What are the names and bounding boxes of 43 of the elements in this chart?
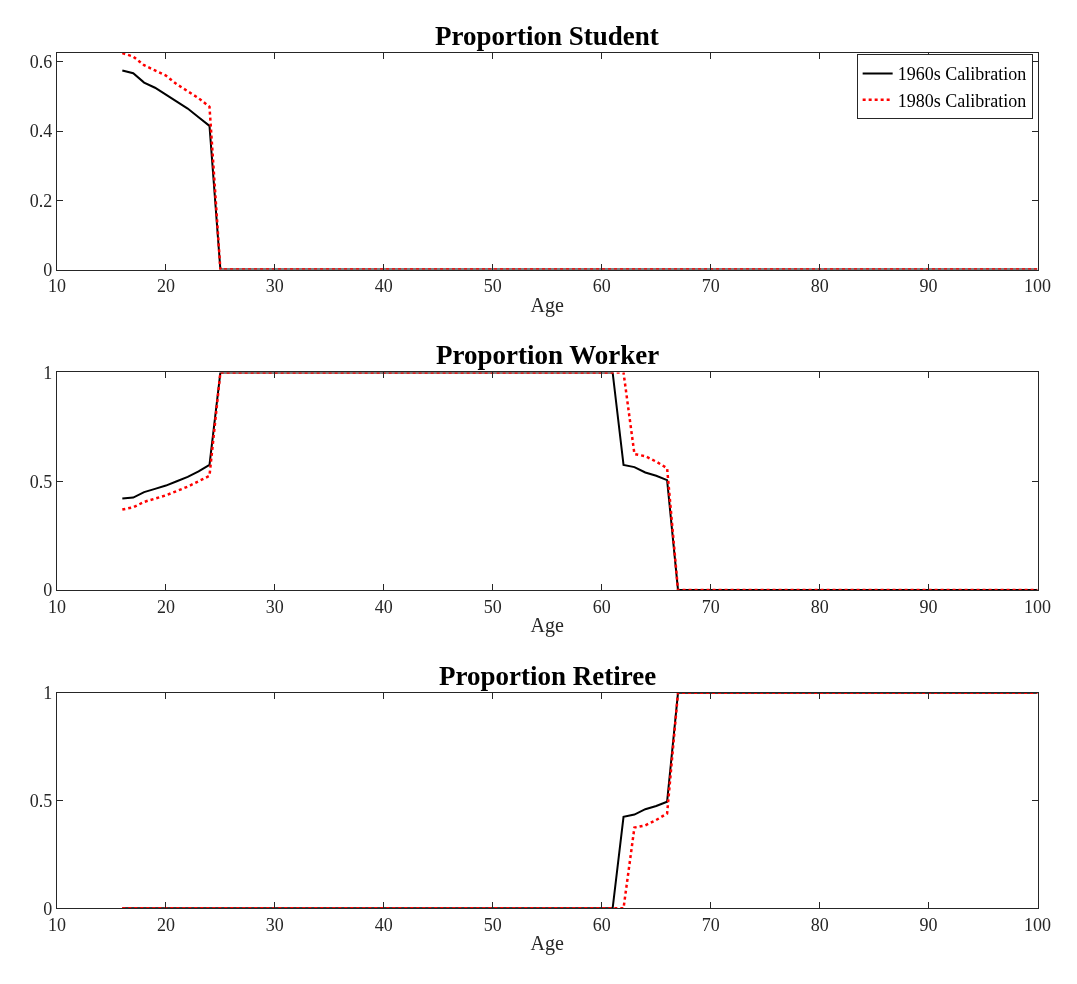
x-tick-label: 70 (701, 914, 720, 935)
legend-label: 1960s Calibration (897, 64, 1027, 85)
legend-label: 1980s Calibration (897, 90, 1027, 111)
y-tick-label: 1 (43, 362, 53, 383)
y-tick-label: 0.4 (29, 121, 53, 142)
x-tick-label: 30 (265, 276, 284, 297)
x-tick-label: 30 (265, 596, 284, 617)
x-tick-label: 70 (701, 596, 720, 617)
x-tick-label: 90 (919, 596, 938, 617)
y-tick-label: 0.6 (29, 52, 53, 73)
x-tick-label: 50 (483, 914, 502, 935)
x-axis-title: Age (530, 614, 565, 638)
x-tick-label: 80 (810, 596, 829, 617)
x-axis-title: Age (530, 932, 565, 956)
x-tick-label: 40 (374, 914, 393, 935)
y-tick-label: 1 (43, 683, 53, 704)
x-tick-label: 100 (1024, 914, 1052, 935)
y-tick-label: 0.2 (29, 190, 53, 211)
x-tick-label: 70 (701, 276, 720, 297)
x-tick-label: 60 (592, 596, 611, 617)
x-tick-label: 100 (1024, 596, 1052, 617)
x-tick-label: 20 (156, 914, 175, 935)
line-series (121, 692, 1038, 909)
y-tick-label: 0.5 (29, 471, 53, 492)
x-tick-label: 50 (483, 596, 502, 617)
chart-title: Proportion Worker (436, 340, 660, 370)
x-tick-label: 80 (810, 276, 829, 297)
x-tick-label: 20 (156, 276, 175, 297)
x-tick-label: 60 (592, 276, 611, 297)
chart-title: Proportion Student (435, 21, 659, 51)
chart-title: Proportion Retiree (439, 661, 657, 691)
x-tick-label: 30 (265, 914, 284, 935)
x-tick-label: 40 (374, 596, 393, 617)
x-tick-label: 20 (156, 596, 175, 617)
y-tick-label: 0.5 (29, 790, 53, 811)
x-tick-label: 80 (810, 914, 829, 935)
x-tick-label: 100 (1024, 276, 1052, 297)
x-tick-label: 90 (919, 914, 938, 935)
x-tick-label: 50 (483, 276, 502, 297)
x-tick-label: 90 (919, 276, 938, 297)
x-tick-label: 40 (374, 276, 393, 297)
x-axis-title: Age (530, 293, 565, 317)
x-tick-label: 60 (592, 914, 611, 935)
